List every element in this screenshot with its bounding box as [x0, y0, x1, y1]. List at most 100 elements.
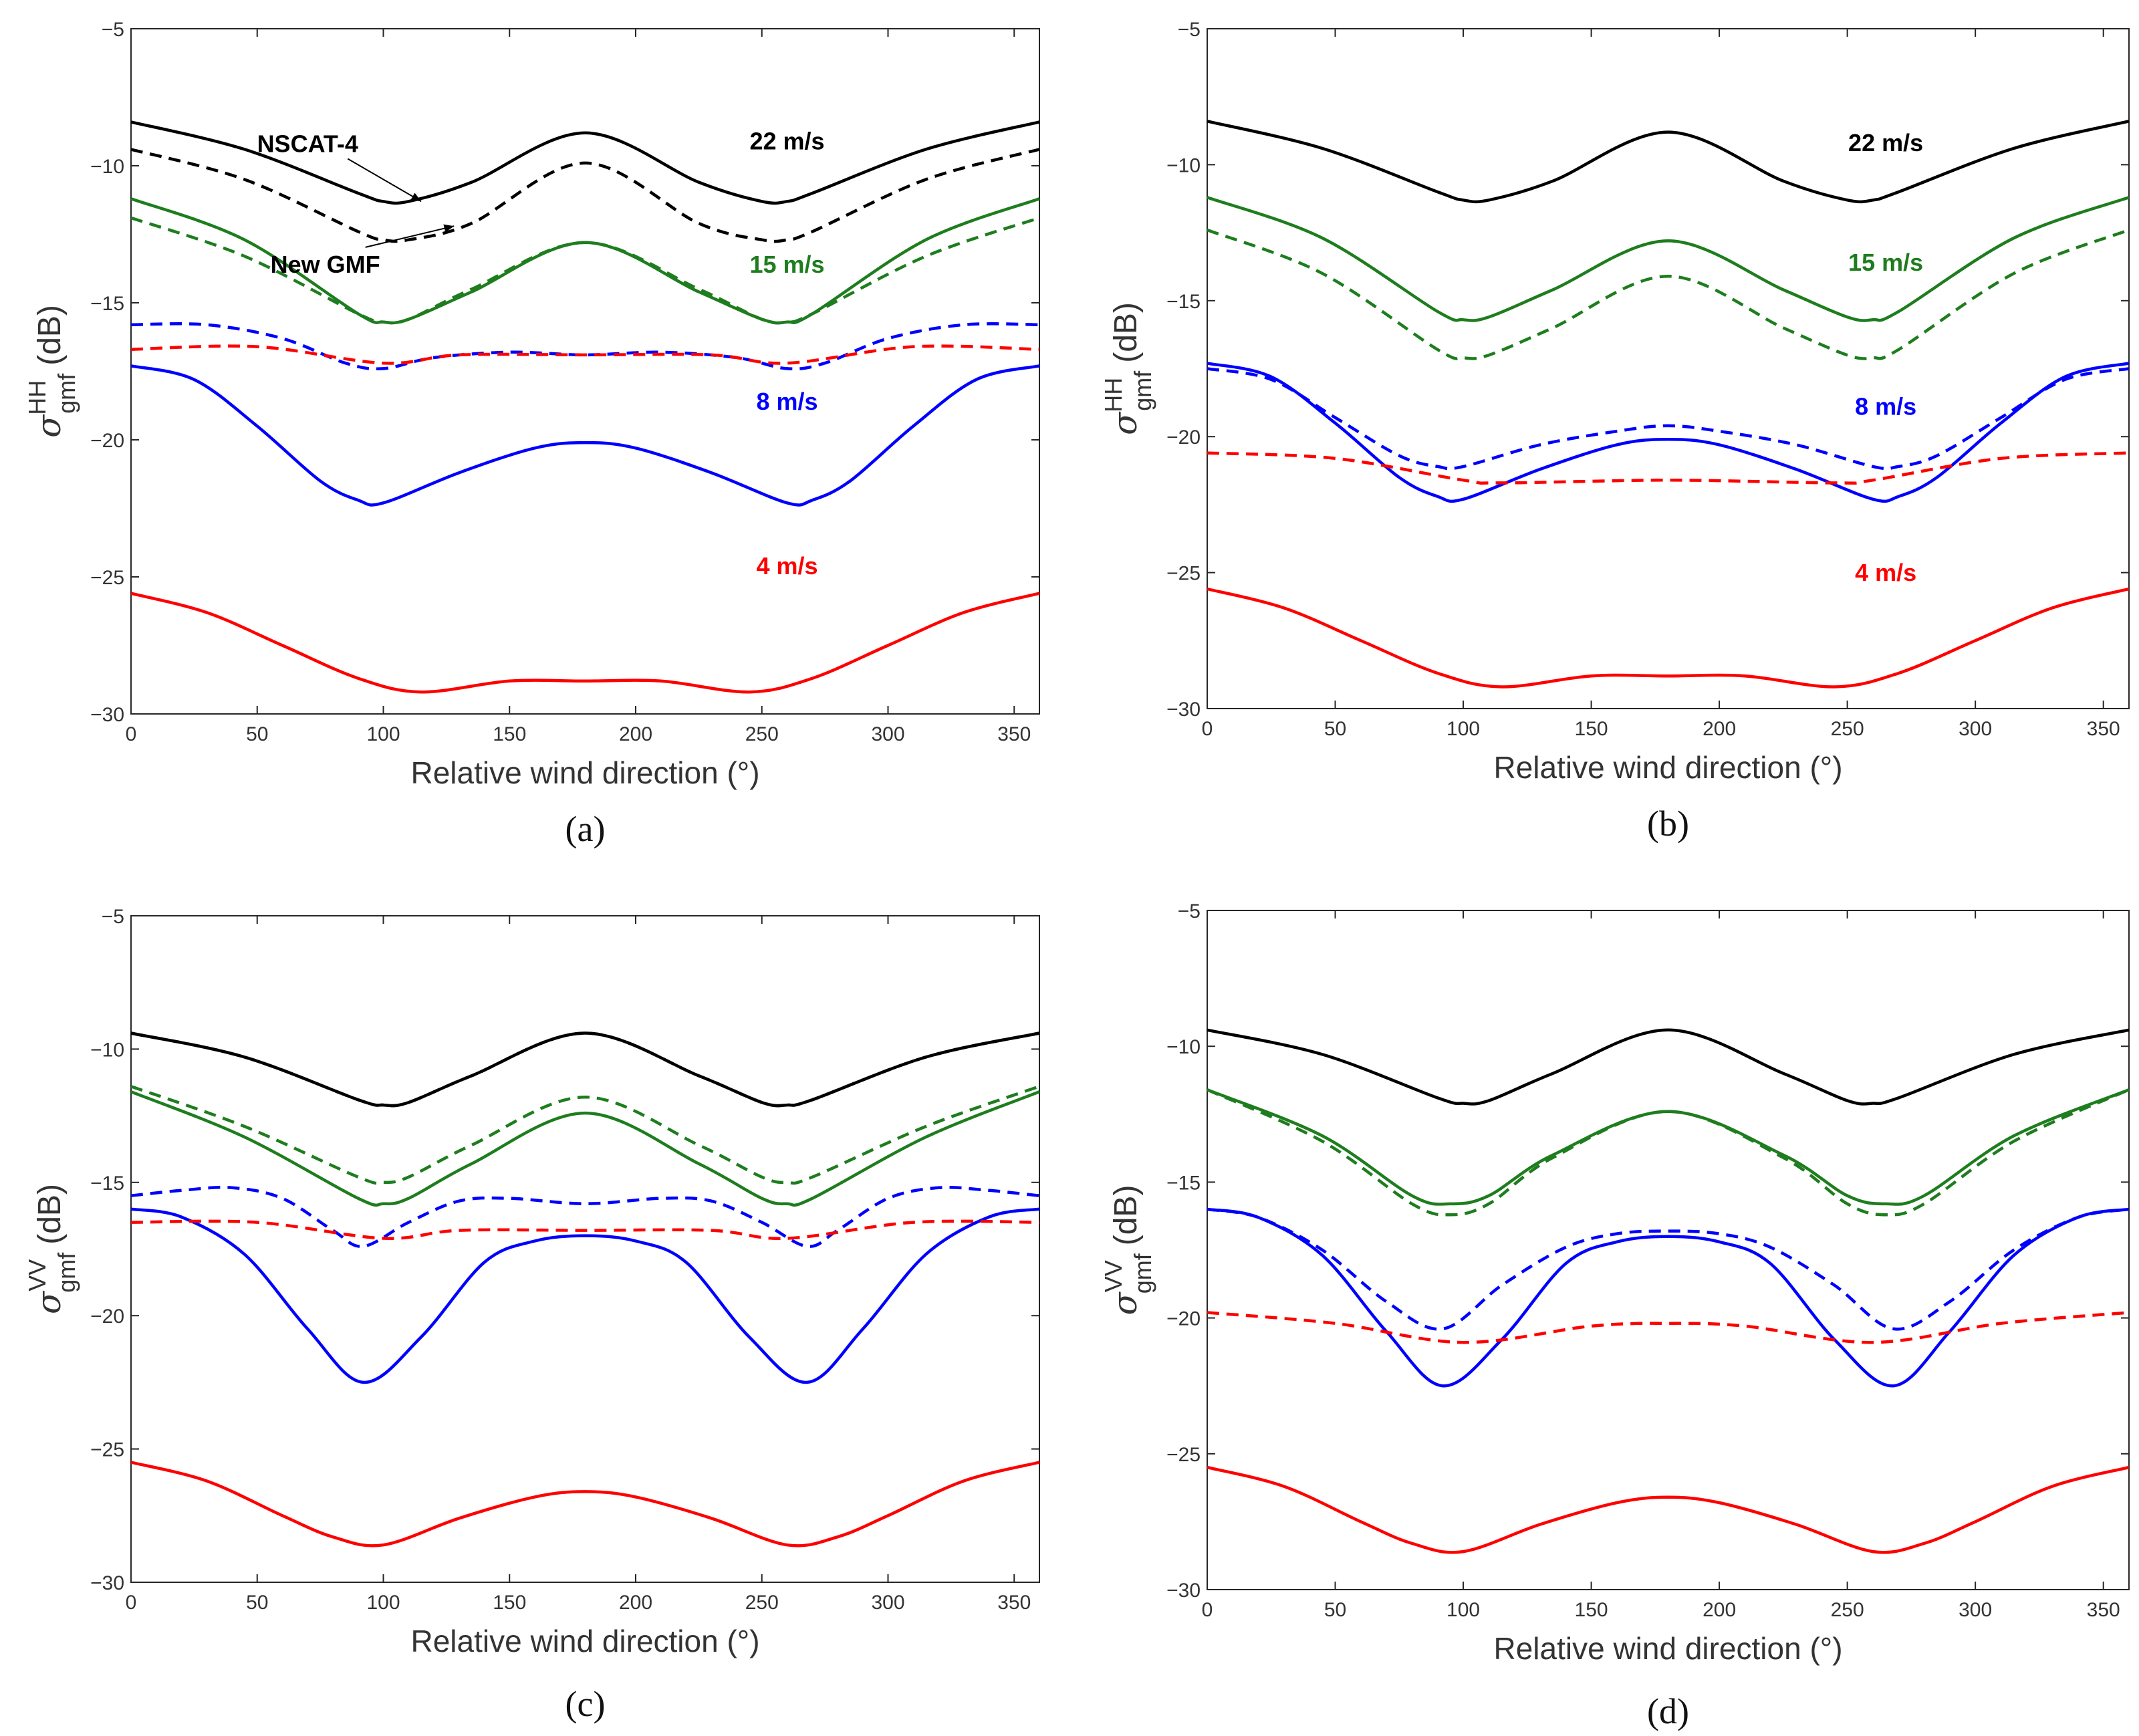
annotation-arrow-head — [410, 193, 422, 202]
series-line — [130, 148, 1040, 243]
y-tick-label: −25 — [1166, 563, 1201, 585]
series-annotation: 15 m/s — [749, 251, 824, 278]
y-axis-label-unit: (dB) — [32, 305, 68, 366]
series-line — [1207, 1088, 2130, 1206]
series-line — [130, 1207, 1040, 1384]
y-tick-label: −20 — [90, 1306, 124, 1328]
x-tick-label: 200 — [1703, 718, 1736, 740]
chart-panel: 0 50 100 150 200 250 300 350 −5 −10 −15 −20 −25 −30 Re… — [23, 19, 1040, 849]
series-annotation: 4 m/s — [1855, 559, 1916, 586]
x-tick-label: 200 — [619, 1592, 652, 1614]
x-tick-label: 150 — [493, 1592, 526, 1614]
y-tick-label: −30 — [90, 1572, 124, 1594]
y-tick-label: −5 — [102, 906, 124, 928]
plot-area-frame — [130, 28, 1040, 715]
y-tick-label: −10 — [90, 1039, 124, 1061]
series-annotation: 8 m/s — [756, 388, 817, 415]
y-tick-label: −10 — [90, 156, 124, 178]
series-line — [130, 322, 1040, 371]
x-axis-label: Relative wind direction (°) — [1493, 1631, 1842, 1666]
y-axis-label: σHHgmf (dB) — [23, 305, 80, 438]
series-annotation: 8 m/s — [1855, 393, 1916, 420]
plot-area-frame — [1207, 910, 2130, 1590]
panel-caption: (b) — [1647, 803, 1689, 844]
series-line — [130, 216, 1040, 325]
x-tick-label: 100 — [1446, 1599, 1480, 1621]
series-annotation: NSCAT-4 — [257, 130, 358, 158]
y-tick-label: −15 — [90, 293, 124, 315]
panel-caption: (a) — [565, 809, 606, 849]
x-tick-label: 150 — [493, 723, 526, 745]
x-tick-label: 250 — [745, 1592, 779, 1614]
y-tick-label: −25 — [1166, 1444, 1201, 1466]
y-axis-label-symbol: σ — [1106, 411, 1144, 435]
y-axis-label-sup: VV — [1100, 1260, 1127, 1292]
series-annotation: 4 m/s — [756, 552, 817, 580]
x-tick-label: 250 — [745, 723, 779, 745]
x-tick-label: 350 — [997, 723, 1031, 745]
y-axis-label: σVVgmf (dB) — [1100, 1185, 1156, 1316]
series-line — [1207, 1028, 2130, 1106]
series-line — [130, 1031, 1040, 1108]
series-line — [1207, 367, 2130, 471]
y-tick-label: −15 — [1166, 291, 1201, 313]
x-tick-label: 0 — [126, 1592, 137, 1614]
y-axis-label-symbol: σ — [1106, 1291, 1144, 1315]
y-tick-label: −15 — [1166, 1172, 1201, 1194]
y-tick-label: −15 — [90, 1172, 124, 1195]
y-tick-label: −10 — [1166, 154, 1201, 176]
x-tick-label: 300 — [1959, 718, 1992, 740]
series-line — [1207, 1465, 2130, 1554]
series-line — [130, 344, 1040, 365]
y-axis-label-unit: (dB) — [1108, 1185, 1144, 1246]
series-annotation: New GMF — [271, 251, 380, 278]
series-line — [130, 1085, 1040, 1185]
series-annotation: 15 m/s — [1848, 249, 1923, 276]
series-line — [130, 1461, 1040, 1547]
chart-panel: 0 50 100 150 200 250 300 350 −5 −10 −15 −20 −25 −30 Re… — [23, 906, 1040, 1724]
y-tick-label: −5 — [102, 19, 124, 41]
annotation-arrow-line — [365, 225, 455, 248]
y-tick-label: −30 — [1166, 1580, 1201, 1602]
x-tick-label: 50 — [246, 723, 268, 745]
x-tick-label: 200 — [619, 723, 652, 745]
annotation-arrow-head — [443, 224, 455, 233]
x-tick-label: 0 — [1202, 1599, 1213, 1621]
x-axis-label: Relative wind direction (°) — [410, 755, 759, 790]
x-tick-label: 50 — [1324, 718, 1346, 740]
series-line — [1207, 1207, 2130, 1331]
y-axis-label-sup: HH — [23, 380, 51, 415]
x-tick-label: 0 — [126, 723, 137, 745]
y-axis-label-sup: HH — [1100, 378, 1127, 412]
y-axis-label-sub: gmf — [1129, 370, 1156, 411]
y-tick-label: −5 — [1178, 19, 1201, 41]
y-axis-label: σHHgmf (dB) — [1100, 302, 1156, 435]
annotation-arrow-line — [347, 158, 422, 203]
series-line — [1207, 120, 2130, 204]
x-tick-label: 50 — [1324, 1599, 1346, 1621]
series-line — [1207, 587, 2130, 689]
y-tick-label: −20 — [90, 430, 124, 452]
series-line — [130, 592, 1040, 694]
y-axis-label-unit: (dB) — [1108, 302, 1144, 363]
x-tick-label: 350 — [2087, 718, 2120, 740]
x-tick-label: 150 — [1575, 1599, 1608, 1621]
x-tick-label: 300 — [871, 1592, 904, 1614]
series-line — [1207, 196, 2130, 322]
series-line — [1207, 1207, 2130, 1388]
series-line — [130, 1090, 1040, 1207]
x-axis-label: Relative wind direction (°) — [410, 1624, 759, 1658]
panel-caption: (d) — [1647, 1691, 1689, 1731]
y-tick-label: −30 — [90, 704, 124, 726]
x-tick-label: 250 — [1831, 718, 1864, 740]
x-tick-label: 300 — [1959, 1599, 1992, 1621]
series-annotation: 22 m/s — [749, 127, 824, 154]
series-line — [130, 120, 1040, 205]
y-tick-label: −25 — [90, 567, 124, 589]
y-tick-label: −20 — [1166, 426, 1201, 449]
y-axis-label: σVVgmf (dB) — [23, 1184, 80, 1314]
y-axis-label-sub: gmf — [53, 1252, 80, 1293]
x-tick-label: 100 — [366, 723, 400, 745]
series-line — [130, 1219, 1040, 1240]
